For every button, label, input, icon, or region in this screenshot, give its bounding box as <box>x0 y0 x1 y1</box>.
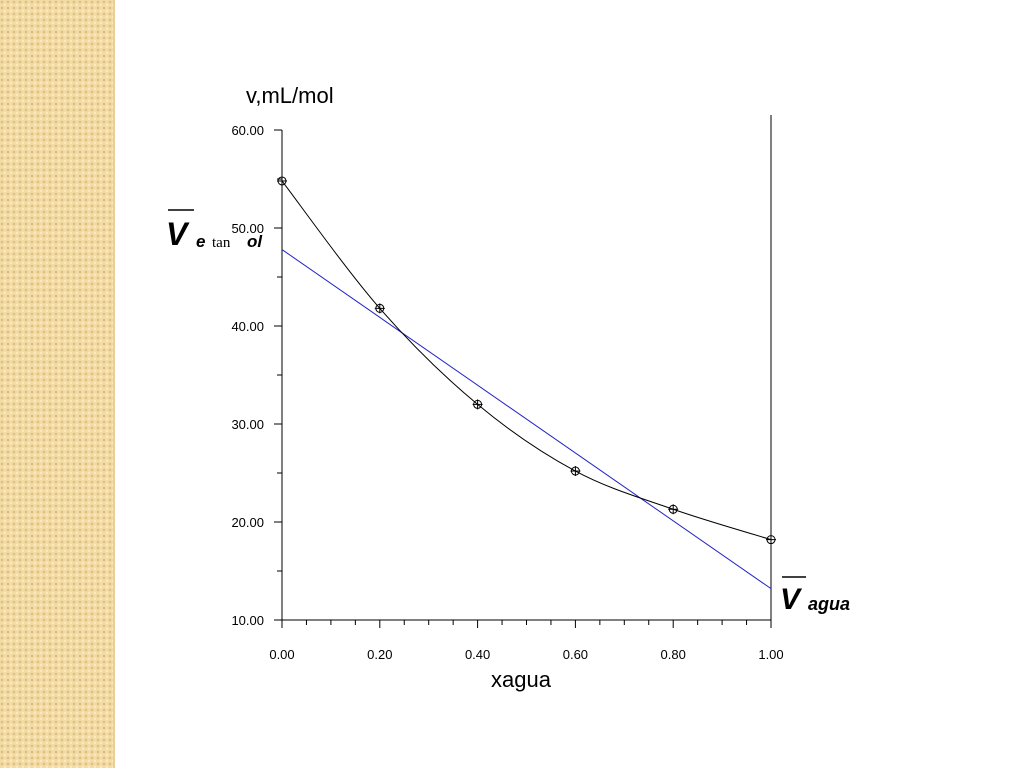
tangent-line <box>281 249 772 590</box>
axes <box>281 115 772 621</box>
data-point-marker <box>277 175 287 186</box>
y-tick-label: 10.00 <box>231 613 264 628</box>
v-etanol-sub-tan: tan <box>212 235 231 251</box>
y-tick-label: 30.00 <box>231 417 264 432</box>
y-tick-label: 40.00 <box>231 319 264 334</box>
v-etanol-sub-e: e <box>196 232 205 251</box>
x-tick-label: 0.60 <box>563 647 588 662</box>
x-axis-label: xagua <box>491 667 552 692</box>
v-etanol-sub-ol: ol <box>247 232 263 251</box>
v-etanol-annotation: V e tan ol <box>166 209 263 252</box>
data-curve <box>281 180 772 541</box>
y-tick-label: 60.00 <box>231 123 264 138</box>
data-point-marker <box>766 534 776 545</box>
y-tick-label: 50.00 <box>231 221 264 236</box>
x-tick-label: 0.00 <box>269 647 294 662</box>
data-point-marker <box>374 303 385 314</box>
x-tick-label: 0.80 <box>661 647 686 662</box>
x-tick-label: 0.20 <box>367 647 392 662</box>
data-point-marker <box>668 504 679 515</box>
x-tick-label: 0.40 <box>465 647 490 662</box>
x-tick-label: 1.00 <box>758 647 783 662</box>
v-agua-symbol: V <box>780 583 803 616</box>
data-point-marker <box>472 399 483 410</box>
v-etanol-symbol: V <box>166 216 190 252</box>
y-tick-label: 20.00 <box>231 515 264 530</box>
ticks: 10.00 20.00 30.00 40.00 50.00 60.00 0.00 0.20 0.… <box>231 123 783 662</box>
y-axis-label: v,mL/mol <box>246 83 334 108</box>
v-agua-sub: agua <box>808 594 850 614</box>
v-agua-annotation: V agua <box>780 576 850 616</box>
data-point-marker <box>570 466 581 477</box>
series <box>277 175 776 590</box>
decorative-side-strip <box>0 0 115 768</box>
